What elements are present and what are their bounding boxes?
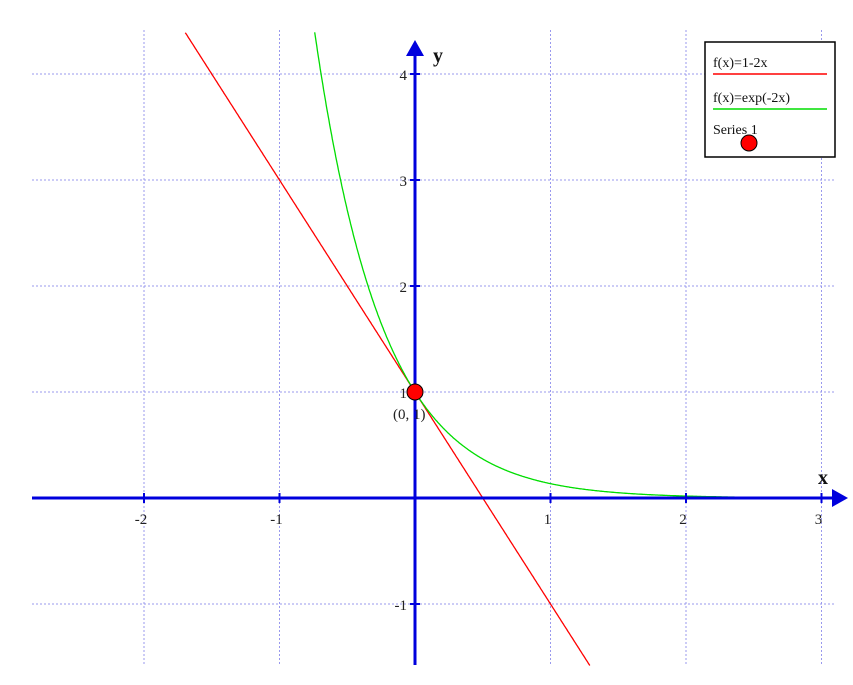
y-axis-label: y — [433, 45, 443, 67]
legend-label-exp: f(x)=exp(-2x) — [713, 91, 790, 106]
legend-box — [704, 41, 836, 158]
x-axis-arrow-icon — [832, 489, 848, 507]
tick-label-y: 1 — [400, 386, 408, 402]
tick-label-x: 1 — [544, 512, 552, 528]
tick-label-x: 2 — [679, 512, 687, 528]
data-point-label: (0, 1) — [393, 407, 426, 423]
axes: x y — [32, 40, 848, 665]
points: (0, 1) — [393, 383, 426, 423]
x-axis-label: x — [818, 467, 828, 489]
series-curve-1 — [184, 32, 591, 666]
tick-label-x: -1 — [270, 512, 283, 528]
grid — [32, 30, 836, 665]
tick-label-y: 4 — [400, 68, 408, 84]
legend-label-line: f(x)=1-2x — [713, 56, 768, 71]
tick-label-y: -1 — [395, 598, 408, 614]
tick-label-x: -2 — [135, 512, 148, 528]
data-point — [406, 383, 424, 401]
tick-label-y: 3 — [400, 174, 408, 190]
y-axis-arrow-icon — [406, 40, 424, 56]
legend: f(x)=1-2x f(x)=exp(-2x) Series 1 — [704, 41, 836, 158]
legend-swatch-series1 — [740, 134, 758, 152]
tick-label-x: 3 — [815, 512, 823, 528]
tick-label-y: 2 — [400, 280, 408, 296]
legend-label-series1: Series 1 — [713, 123, 758, 138]
